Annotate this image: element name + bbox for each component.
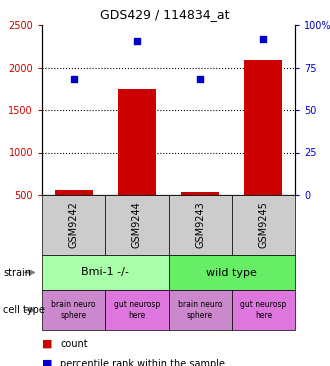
Text: GDS429 / 114834_at: GDS429 / 114834_at	[100, 8, 230, 21]
Text: strain: strain	[3, 268, 31, 277]
Text: GSM9244: GSM9244	[132, 202, 142, 249]
Text: gut neurosp
here: gut neurosp here	[240, 300, 286, 320]
Bar	[42, 195, 105, 255]
Text: GSM9242: GSM9242	[69, 202, 79, 249]
Bar	[42, 255, 169, 290]
Text: brain neuro
sphere: brain neuro sphere	[51, 300, 96, 320]
Text: ■: ■	[42, 339, 52, 349]
Point	[71, 76, 76, 82]
Bar	[232, 195, 295, 255]
Bar	[245, 60, 282, 195]
Text: brain neuro
sphere: brain neuro sphere	[178, 300, 222, 320]
Text: wild type: wild type	[206, 268, 257, 277]
Text: percentile rank within the sample: percentile rank within the sample	[60, 359, 225, 366]
Text: GSM9245: GSM9245	[258, 202, 268, 249]
Bar	[169, 290, 232, 330]
Text: gut neurosp
here: gut neurosp here	[114, 300, 160, 320]
Text: ■: ■	[42, 359, 52, 366]
Point	[261, 36, 266, 42]
Bar	[118, 89, 156, 195]
Bar	[181, 193, 219, 195]
Bar	[42, 290, 105, 330]
Point	[197, 76, 203, 82]
Text: Bmi-1 -/-: Bmi-1 -/-	[81, 268, 129, 277]
Bar	[232, 290, 295, 330]
Bar	[105, 290, 169, 330]
Text: count: count	[60, 339, 88, 349]
Bar	[55, 190, 93, 195]
Bar	[105, 195, 169, 255]
Point	[134, 38, 140, 44]
Bar	[169, 255, 295, 290]
Text: cell type: cell type	[3, 305, 45, 315]
Text: GSM9243: GSM9243	[195, 202, 205, 249]
Bar	[169, 195, 232, 255]
